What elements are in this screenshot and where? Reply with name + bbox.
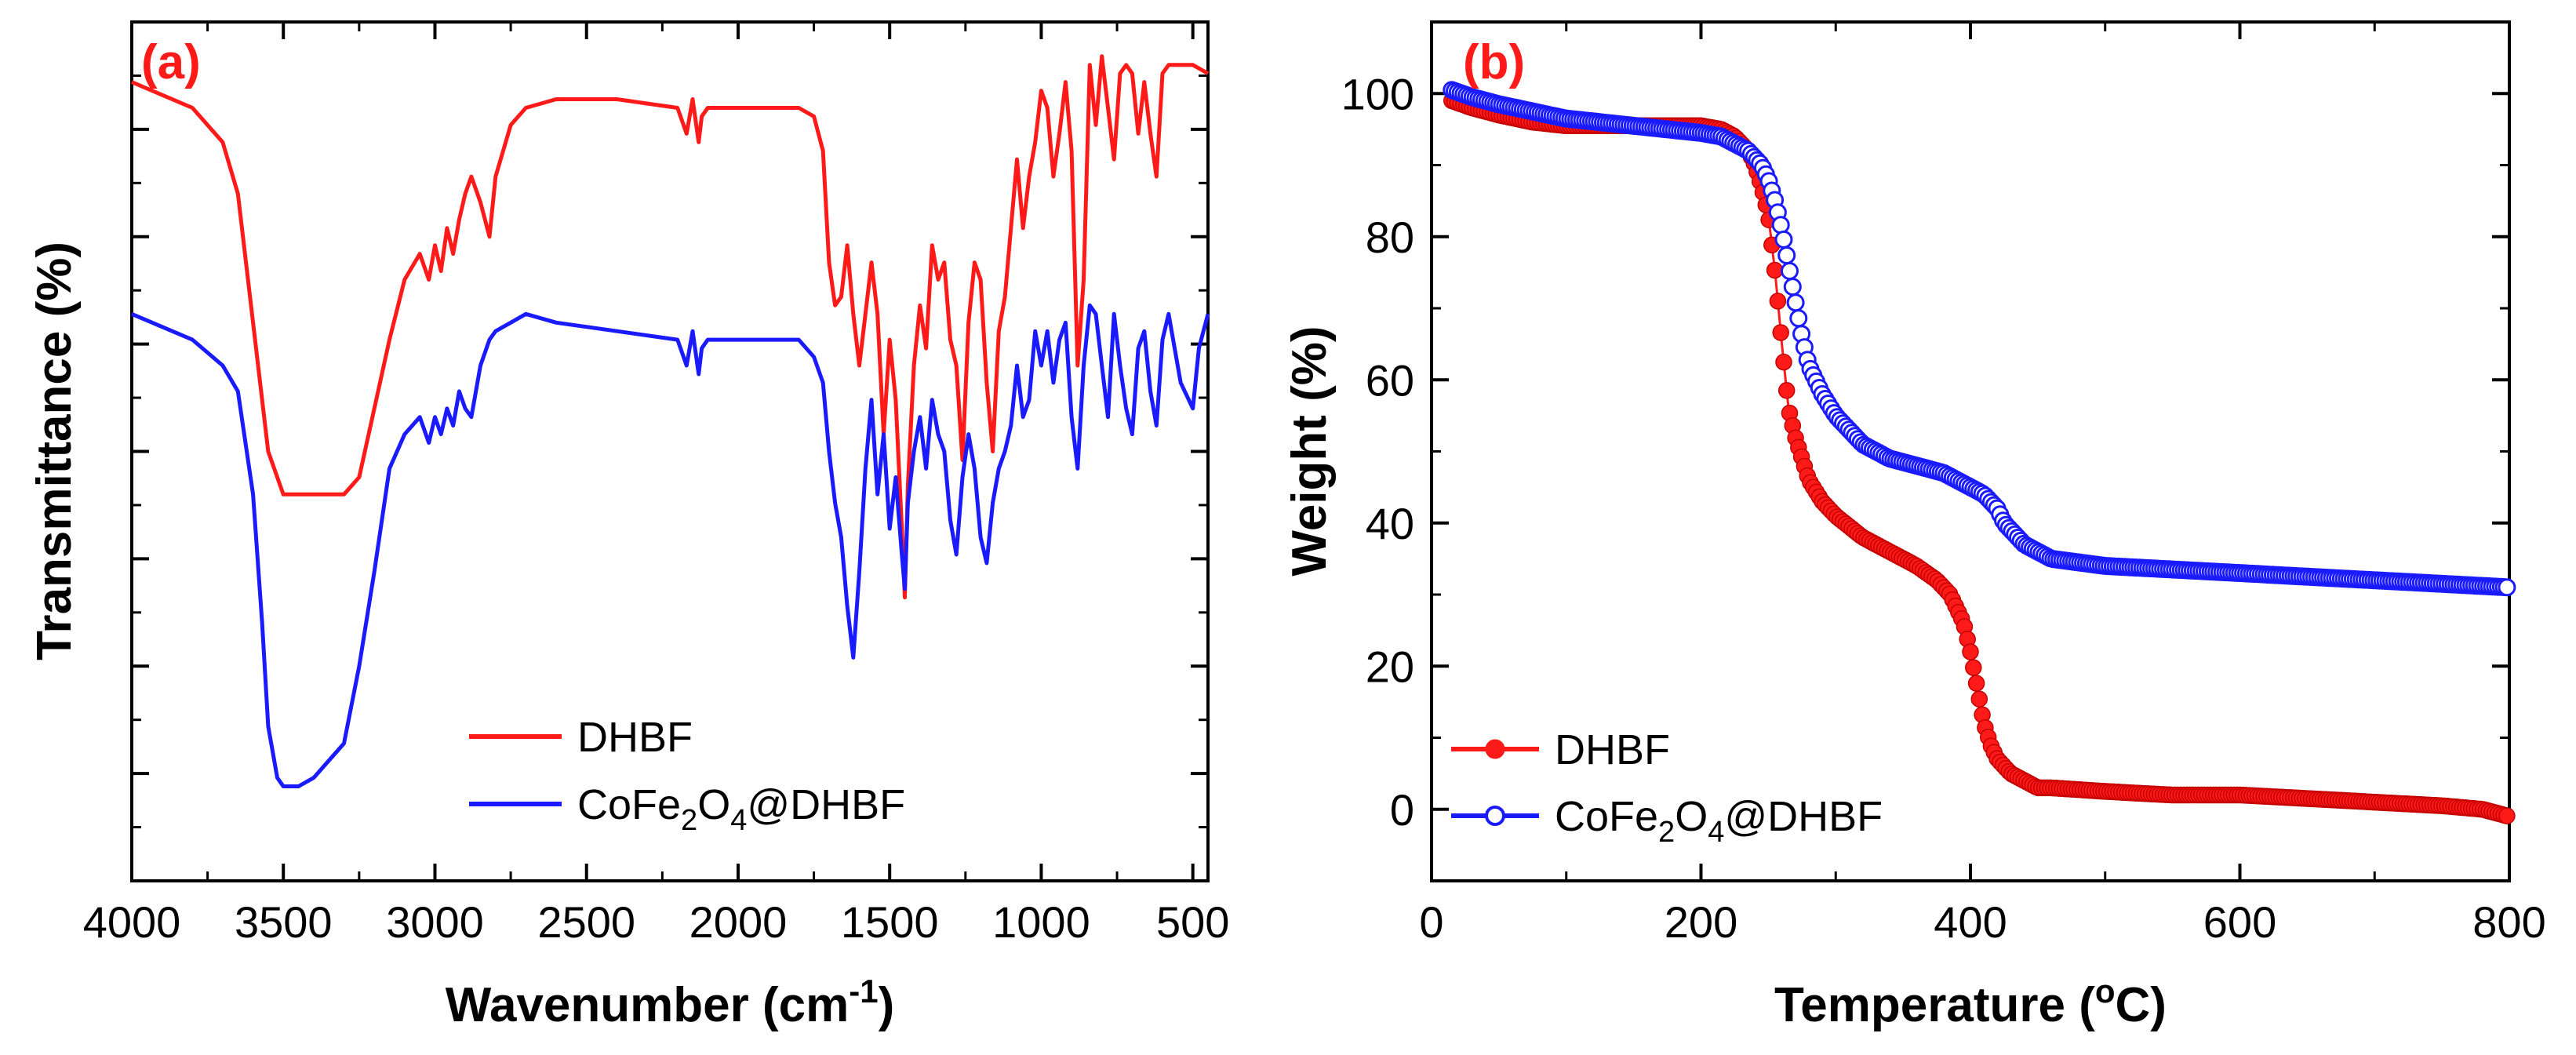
series-line-cofe2o4-dhbf [131, 303, 1210, 788]
panel-b-x-axis-title: Temperature (oC) [1774, 973, 2167, 1032]
marker-dhbf [2498, 807, 2516, 824]
marker-cofe2o4-dhbf [1789, 309, 1808, 328]
x-tick-label: 400 [1934, 897, 2007, 947]
x-tick-label: 3500 [235, 897, 333, 947]
marker-dhbf [1965, 659, 1982, 676]
x-tick-label: 0 [1419, 897, 1443, 947]
panel-a-x-axis-title-sup: -1 [849, 973, 878, 1010]
panel-a-ticks [130, 20, 1208, 882]
marker-dhbf [1777, 382, 1796, 399]
y-tick-label: 80 [1366, 213, 1414, 262]
marker-dhbf [1962, 643, 1979, 660]
marker-cofe2o4-dhbf [2498, 578, 2516, 597]
panel-b-x-tick-labels: 0 200 400 600 800 [1419, 897, 2545, 947]
panel-b-legend: DHBF CoFe2O4@DHBF [1451, 726, 1883, 849]
panel-b-label: (b) [1463, 35, 1525, 89]
x-tick-label: 500 [1156, 897, 1229, 947]
marker-cofe2o4-dhbf [1771, 216, 1790, 235]
panel-a: 4000 3500 3000 2500 2000 1500 1000 500 (a) Wave… [27, 20, 1230, 1032]
marker-dhbf [1772, 324, 1789, 341]
series-line-cofe2o4-dhbf [1451, 89, 2510, 589]
panel-a-x-axis-title: Wavenumber (cm-1) [446, 973, 895, 1032]
x-tick-label: 1500 [841, 897, 939, 947]
y-tick-label: 60 [1366, 355, 1414, 405]
panel-b-x-axis-title-sup: o [2095, 973, 2116, 1010]
panel-a-y-axis-title: Transmittance (%) [27, 242, 82, 660]
marker-dhbf [1775, 353, 1792, 371]
x-tick-label: 4000 [83, 897, 181, 947]
y-tick-label: 0 [1390, 785, 1414, 835]
panel-a-x-axis-title-end: ) [879, 978, 895, 1032]
legend-b-cofe-marker [1485, 806, 1505, 826]
marker-dhbf [1970, 690, 1988, 708]
marker-cofe2o4-dhbf [1786, 293, 1805, 312]
marker-dhbf [1967, 675, 1985, 692]
panel-b-x-axis-title-end: C) [2116, 978, 2167, 1032]
panel-b: 0 200 400 600 800 0 20 40 60 80 100 (b) Temperatu… [1283, 20, 2546, 1032]
marker-dhbf [1769, 293, 1787, 310]
legend-a-dhbf-label: DHBF [577, 714, 693, 761]
y-tick-label: 100 [1341, 69, 1414, 118]
series-line-dhbf [131, 54, 1210, 600]
marker-dhbf [1766, 261, 1784, 279]
marker-cofe2o4-dhbf [1774, 230, 1793, 249]
legend-b-dhbf-label: DHBF [1555, 726, 1670, 773]
legend-b-cofe-label: CoFe2O4@DHBF [1555, 793, 1883, 849]
x-tick-label: 2000 [689, 897, 788, 947]
legend-a-cofe-label: CoFe2O4@DHBF [577, 781, 905, 837]
x-tick-label: 800 [2472, 897, 2545, 947]
panel-b-y-tick-labels: 0 20 40 60 80 100 [1341, 69, 1414, 835]
panel-a-x-tick-labels: 4000 3500 3000 2500 2000 1500 1000 500 [83, 897, 1230, 947]
x-tick-label: 200 [1665, 897, 1737, 947]
panel-a-label: (a) [141, 35, 201, 89]
panel-b-ticks [1430, 20, 2511, 882]
panel-a-legend: DHBF CoFe2O4@DHBF [469, 714, 905, 837]
y-tick-label: 20 [1366, 642, 1414, 691]
y-tick-label: 40 [1366, 499, 1414, 548]
x-tick-label: 600 [2203, 897, 2276, 947]
legend-b-dhbf-marker [1485, 739, 1505, 759]
marker-cofe2o4-dhbf [1777, 246, 1796, 264]
marker-cofe2o4-dhbf [1781, 262, 1799, 280]
panel-a-series [131, 54, 1210, 788]
marker-cofe2o4-dhbf [1783, 278, 1802, 296]
panel-b-y-axis-title: Weight (%) [1283, 326, 1337, 576]
x-tick-label: 2500 [537, 897, 635, 947]
panel-b-series [1443, 81, 2516, 824]
x-tick-label: 1000 [992, 897, 1090, 947]
x-tick-label: 3000 [386, 897, 484, 947]
